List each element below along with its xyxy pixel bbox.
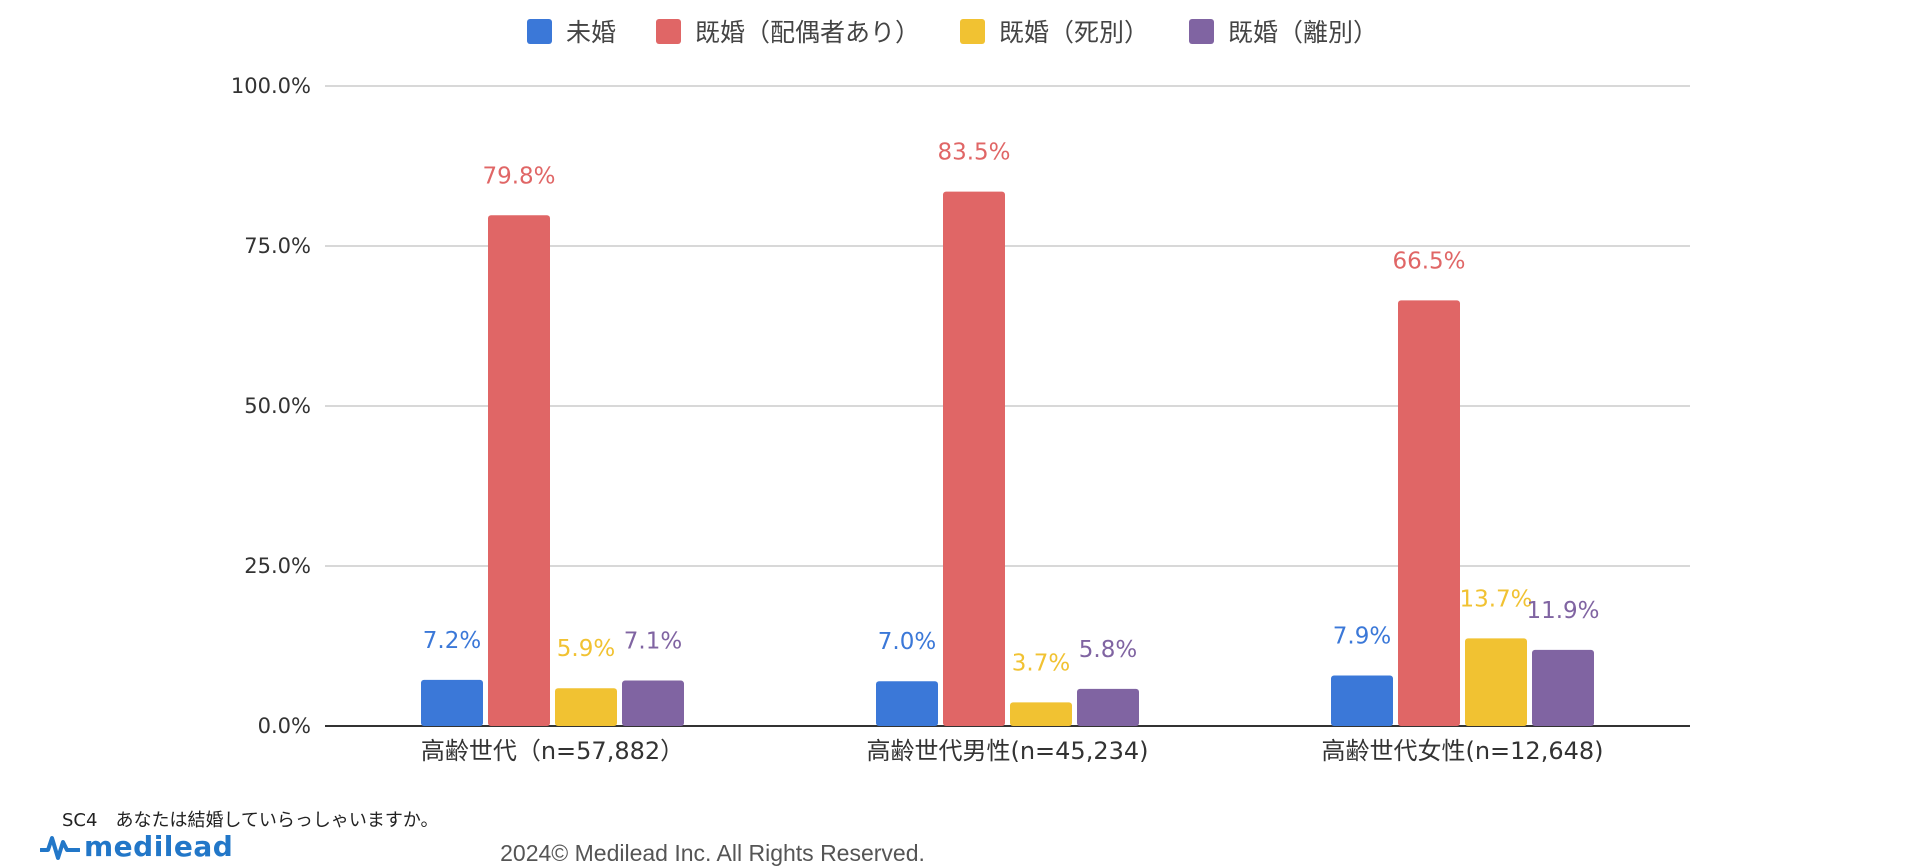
bar	[1077, 688, 1139, 726]
bar	[943, 191, 1005, 727]
data-label: 79.8%	[482, 163, 555, 189]
copyright-notice: 2024© Medilead Inc. All Rights Reserved.	[500, 840, 925, 866]
data-label: 66.5%	[1392, 248, 1465, 274]
x-category-label: 高齢世代女性(n=12,648)	[1321, 737, 1603, 765]
survey-question: SC4 あなたは結婚していらっしゃいますか。	[62, 810, 439, 831]
bar	[1465, 638, 1527, 726]
data-label: 5.9%	[557, 636, 615, 662]
bar	[488, 215, 550, 726]
bar	[555, 688, 617, 726]
y-tick-label: 0.0%	[258, 714, 311, 738]
legend-label: 未婚	[565, 18, 616, 47]
legend-swatch	[526, 18, 552, 44]
pulse-icon	[40, 836, 80, 860]
data-label: 83.5%	[937, 140, 1010, 166]
legend-label: 既婚（配偶者あり）	[694, 18, 920, 47]
x-category-label: 高齢世代（n=57,882）	[421, 737, 684, 765]
bar	[1331, 675, 1393, 726]
legend-swatch	[1189, 18, 1215, 44]
legend-item: 既婚（死別）	[960, 13, 1149, 49]
legend-swatch	[960, 18, 985, 44]
legend-swatch	[655, 18, 681, 44]
bar	[1010, 702, 1072, 726]
logo-text: medilead	[84, 829, 234, 863]
chart-legend: 未婚 既婚（配偶者あり） 既婚（死別） 既婚（離別）	[0, 14, 1905, 48]
bar	[1398, 300, 1460, 726]
data-label: 7.1%	[624, 629, 682, 655]
data-label: 13.7%	[1459, 586, 1532, 612]
data-label: 5.8%	[1079, 637, 1137, 663]
legend-item: 既婚（離別）	[1189, 13, 1378, 49]
data-label: 7.0%	[878, 629, 936, 655]
bar	[876, 681, 938, 726]
legend-item: 既婚（配偶者あり）	[655, 13, 920, 49]
y-tick-label: 100.0%	[231, 74, 311, 98]
bar	[1532, 649, 1594, 726]
y-tick-label: 25.0%	[244, 554, 311, 578]
y-tick-label: 50.0%	[244, 394, 311, 418]
medilead-logo: medilead	[40, 826, 233, 866]
bar	[622, 680, 684, 726]
data-label: 3.7%	[1012, 650, 1070, 676]
legend-label: 既婚（死別）	[999, 18, 1150, 47]
x-category-label: 高齢世代男性(n=45,234)	[866, 737, 1148, 765]
legend-label: 既婚（離別）	[1228, 18, 1379, 47]
y-tick-label: 75.0%	[244, 234, 311, 258]
data-label: 7.2%	[423, 628, 481, 654]
bar	[421, 679, 483, 726]
data-label: 11.9%	[1526, 598, 1599, 624]
data-label: 7.9%	[1333, 623, 1391, 649]
legend-item: 未婚	[526, 13, 616, 49]
